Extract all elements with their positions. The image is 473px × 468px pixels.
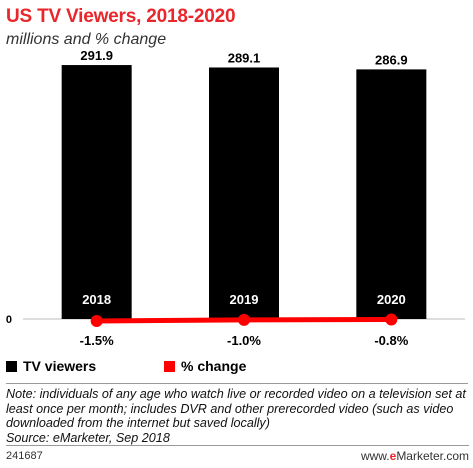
legend-item-tv-viewers: TV viewers: [6, 358, 96, 374]
footer: 241687 www.eMarketer.com: [6, 445, 469, 466]
percent-change-point-2018: [90, 315, 103, 327]
bar-2018: [61, 65, 132, 319]
y-axis-zero-label: 0: [6, 314, 12, 326]
brand-prefix: www.: [360, 449, 390, 463]
chart-area: 0 291.9 2018 289.1 2019 286.9 2020 -1.5% -1.0% -0…: [6, 48, 465, 348]
percent-change-label-2018: -1.5%: [80, 333, 114, 348]
legend-swatch-tv-viewers: [6, 360, 17, 372]
chart-subtitle: millions and % change: [6, 31, 167, 48]
bar-value-label-2018: 291.9: [80, 48, 113, 63]
chart-id: 241687: [6, 450, 43, 462]
brand-rest: Marketer.com: [396, 449, 469, 463]
chart-note: Note: individuals of any age who watch l…: [6, 383, 468, 445]
source-text: Source: eMarketer, Sep 2018: [6, 430, 170, 445]
category-label-2019: 2019: [230, 292, 259, 307]
bar-value-label-2020: 286.9: [375, 52, 408, 67]
percent-change-label-2020: -0.8%: [374, 333, 408, 348]
percent-change-label-2019: -1.0%: [227, 333, 261, 348]
bar-value-label-2019: 289.1: [228, 50, 261, 65]
chart-title: US TV Viewers, 2018-2020: [6, 6, 236, 27]
bar-2020: [356, 69, 427, 319]
legend-swatch-percent-change: [164, 360, 175, 372]
category-label-2018: 2018: [82, 292, 111, 307]
brand-e: e: [389, 449, 397, 463]
percent-change-point-2019: [238, 313, 250, 326]
legend-label-percent-change: % change: [181, 358, 247, 374]
bar-2019: [209, 67, 279, 319]
note-text: Note: individuals of any age who watch l…: [6, 387, 466, 430]
percent-change-point-2020: [385, 313, 398, 326]
legend-label-tv-viewers: TV viewers: [23, 358, 97, 374]
category-label-2020: 2020: [377, 292, 406, 307]
legend-item-percent-change: % change: [164, 358, 246, 374]
brand-link[interactable]: www.eMarketer.com: [361, 449, 469, 463]
